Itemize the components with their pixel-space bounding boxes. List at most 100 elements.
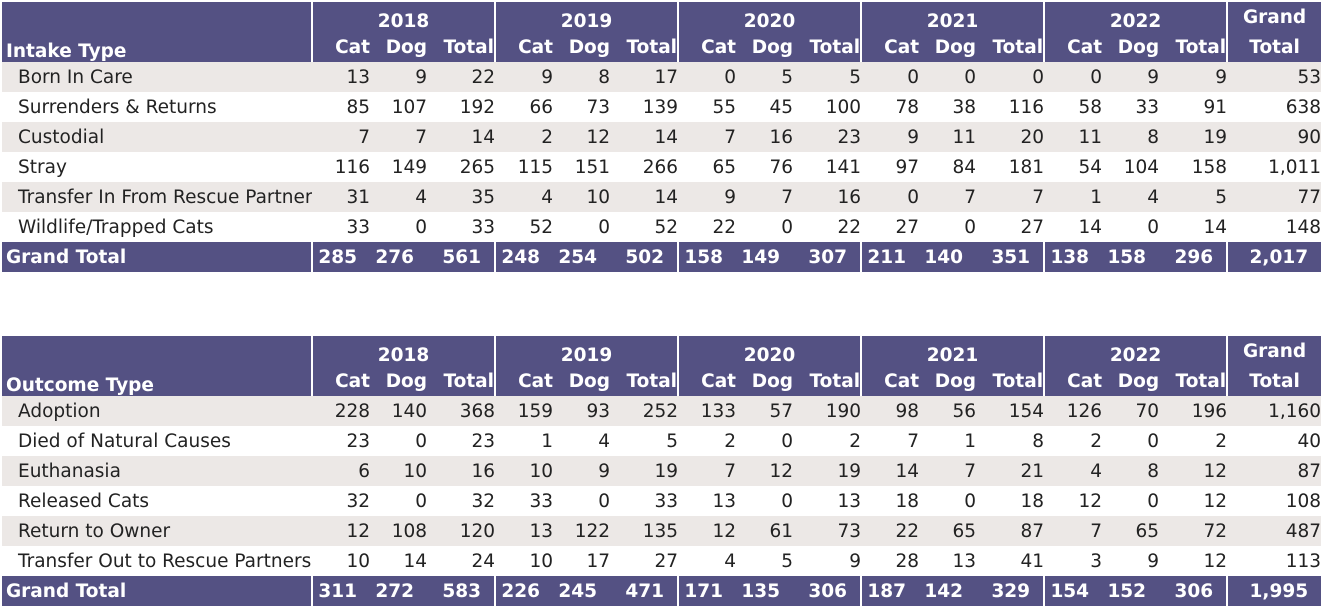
data-cell: 0 bbox=[736, 212, 794, 242]
grand-total-cell: 148 bbox=[1227, 212, 1322, 242]
data-cell: 8 bbox=[1102, 122, 1160, 152]
data-cell: 31 bbox=[312, 182, 370, 212]
data-cell: 35 bbox=[427, 182, 496, 212]
grand-total-header-line1: Grand bbox=[1226, 2, 1322, 32]
subcolumn-header: Total bbox=[427, 366, 496, 396]
data-cell: 141 bbox=[793, 152, 862, 182]
data-cell: 52 bbox=[495, 212, 554, 242]
data-cell: 4 bbox=[1044, 456, 1103, 486]
header-corner bbox=[2, 2, 312, 32]
data-cell: 8 bbox=[976, 426, 1045, 456]
subcolumn-header: Total bbox=[793, 32, 862, 62]
table-row: Euthanasia 6 10 16 10 9 19 7 12 19 14 7 21 4 8 12 87 bbox=[2, 456, 1322, 486]
data-cell: 98 bbox=[861, 396, 920, 426]
data-cell: 11 bbox=[919, 122, 977, 152]
grand-total-cell: 90 bbox=[1227, 122, 1322, 152]
data-cell: 154 bbox=[976, 396, 1045, 426]
data-cell: 5 bbox=[610, 426, 679, 456]
year-header: 2018 bbox=[310, 2, 496, 32]
data-cell: 0 bbox=[736, 486, 794, 516]
data-cell: 33 bbox=[1102, 92, 1160, 122]
data-cell: 13 bbox=[678, 486, 737, 516]
data-cell: 10 bbox=[495, 546, 554, 576]
data-cell: 0 bbox=[976, 62, 1045, 92]
data-cell: 66 bbox=[495, 92, 554, 122]
year-header: 2019 bbox=[494, 336, 679, 366]
subcolumn-header: Cat bbox=[311, 366, 370, 396]
data-cell: 12 bbox=[1159, 486, 1228, 516]
data-cell: 8 bbox=[1102, 456, 1160, 486]
subcolumn-header: Dog bbox=[919, 32, 977, 62]
data-cell: 10 bbox=[553, 182, 611, 212]
data-cell: 159 bbox=[495, 396, 554, 426]
data-cell: 21 bbox=[976, 456, 1045, 486]
data-cell: 19 bbox=[610, 456, 679, 486]
data-cell: 2 bbox=[678, 426, 737, 456]
data-cell: 22 bbox=[427, 62, 496, 92]
data-cell: 5 bbox=[736, 62, 794, 92]
data-cell: 107 bbox=[370, 92, 427, 122]
row-label: Custodial bbox=[2, 122, 312, 152]
subcolumn-header: Total bbox=[1159, 366, 1228, 396]
data-cell: 192 bbox=[427, 92, 496, 122]
data-cell: 368 bbox=[427, 396, 496, 426]
data-cell: 0 bbox=[553, 486, 611, 516]
data-cell: 33 bbox=[610, 486, 679, 516]
data-cell: 16 bbox=[736, 122, 794, 152]
grand-total-overall: 1,995 bbox=[1226, 576, 1322, 606]
subcolumn-header: Dog bbox=[553, 32, 611, 62]
row-header-label: Outcome Type bbox=[2, 366, 312, 396]
data-cell: 14 bbox=[610, 182, 679, 212]
data-cell: 0 bbox=[919, 486, 977, 516]
data-cell: 73 bbox=[793, 516, 862, 546]
data-cell: 0 bbox=[861, 182, 920, 212]
header-row-years: 2018 2019 2020 2021 2022 Grand bbox=[2, 2, 1322, 32]
subcolumn-header: Dog bbox=[370, 32, 427, 62]
total-cell: 158 bbox=[677, 242, 737, 272]
subcolumn-header: Dog bbox=[370, 366, 427, 396]
table-row: Released Cats 32 0 32 33 0 33 13 0 13 18 0 18 12 0 12 10… bbox=[2, 486, 1322, 516]
total-cell: 211 bbox=[860, 242, 920, 272]
data-cell: 8 bbox=[553, 62, 611, 92]
data-cell: 0 bbox=[1044, 62, 1103, 92]
data-cell: 12 bbox=[312, 516, 370, 546]
data-cell: 0 bbox=[1102, 212, 1160, 242]
grand-total-row: Grand Total 285 276 561 248 254 502 158 149 307 21… bbox=[2, 242, 1322, 272]
outcome-table: 2018 2019 2020 2021 2022 Grand Outcome Type Cat… bbox=[2, 336, 1322, 606]
subcolumn-header: Dog bbox=[1102, 32, 1160, 62]
data-cell: 22 bbox=[678, 212, 737, 242]
data-cell: 7 bbox=[861, 426, 920, 456]
subcolumn-header: Cat bbox=[860, 366, 920, 396]
data-cell: 91 bbox=[1159, 92, 1228, 122]
data-cell: 135 bbox=[610, 516, 679, 546]
data-cell: 100 bbox=[793, 92, 862, 122]
total-cell: 285 bbox=[311, 242, 370, 272]
data-cell: 17 bbox=[610, 62, 679, 92]
grand-total-cell: 108 bbox=[1227, 486, 1322, 516]
data-cell: 3 bbox=[1044, 546, 1103, 576]
total-cell: 471 bbox=[610, 576, 679, 606]
data-cell: 120 bbox=[427, 516, 496, 546]
data-cell: 5 bbox=[736, 546, 794, 576]
data-cell: 149 bbox=[370, 152, 427, 182]
data-cell: 158 bbox=[1159, 152, 1228, 182]
table-row: Wildlife/Trapped Cats 33 0 33 52 0 52 22 0 22 27 0 2… bbox=[2, 212, 1322, 242]
table-row: Died of Natural Causes 23 0 23 1 4 5 2 0 2 7 1 8 2 0 2 4… bbox=[2, 426, 1322, 456]
grand-total-cell: 1,160 bbox=[1227, 396, 1322, 426]
data-cell: 0 bbox=[919, 62, 977, 92]
total-cell: 171 bbox=[677, 576, 737, 606]
subcolumn-header: Total bbox=[1159, 32, 1228, 62]
subcolumn-header: Cat bbox=[311, 32, 370, 62]
total-cell: 152 bbox=[1102, 576, 1160, 606]
data-cell: 18 bbox=[976, 486, 1045, 516]
data-cell: 9 bbox=[678, 182, 737, 212]
data-cell: 7 bbox=[678, 122, 737, 152]
data-cell: 27 bbox=[610, 546, 679, 576]
header-row-years: 2018 2019 2020 2021 2022 Grand bbox=[2, 336, 1322, 366]
data-cell: 32 bbox=[312, 486, 370, 516]
data-cell: 65 bbox=[678, 152, 737, 182]
grand-total-cell: 113 bbox=[1227, 546, 1322, 576]
data-cell: 7 bbox=[678, 456, 737, 486]
total-cell: 306 bbox=[793, 576, 862, 606]
data-cell: 52 bbox=[610, 212, 679, 242]
